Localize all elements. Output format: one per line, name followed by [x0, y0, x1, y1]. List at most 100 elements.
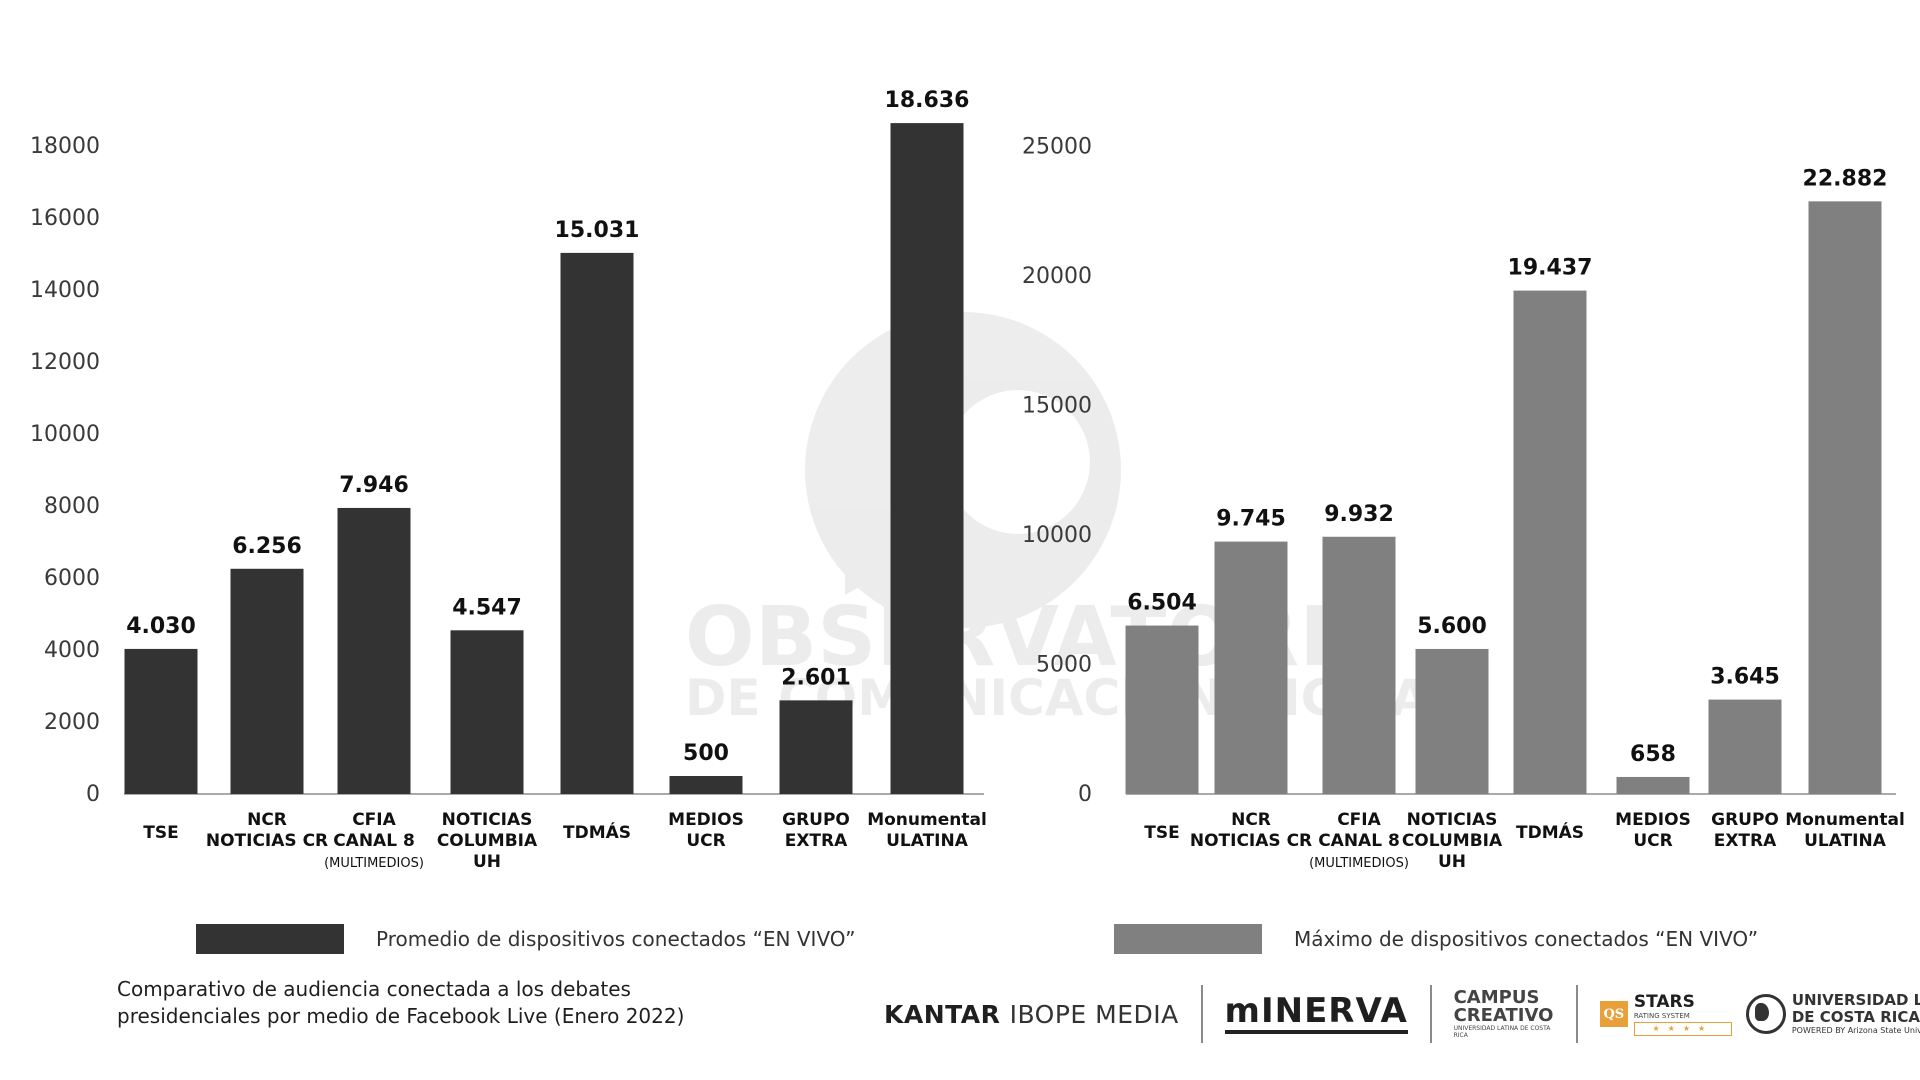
ulatina-powered-by: POWERED BY Arizona State University	[1791, 1026, 1920, 1035]
category-label: NOTICIAS CR	[206, 831, 328, 851]
category-label: UCR	[686, 831, 725, 851]
y-tick-label: 10000	[30, 422, 100, 447]
watermark-eye	[946, 390, 1090, 534]
chart-caption: Comparativo de audiencia conectada a los…	[117, 976, 684, 1030]
legend-maximum: Máximo de dispositivos conectados “EN VI…	[1114, 924, 1758, 954]
category-label: CANAL 8	[333, 831, 415, 851]
ibope-media-text: IBOPE MEDIA	[1009, 999, 1179, 1029]
bar-value-label: 15.031	[555, 218, 640, 243]
bar	[779, 700, 853, 794]
stars-text: STARS	[1633, 992, 1695, 1012]
creativo-text: CREATIVO	[1453, 1005, 1554, 1026]
legend-average: Promedio de dispositivos conectados “EN …	[196, 924, 856, 954]
bar-value-label: 6.504	[1127, 591, 1197, 616]
bar-value-label: 658	[1630, 742, 1676, 767]
kantar-text: KANTAR	[884, 999, 1001, 1029]
ulatina-line-2: DE COSTA RICA	[1791, 1008, 1920, 1026]
category-label: COLUMBIA	[437, 831, 538, 851]
y-tick-label: 6000	[44, 566, 100, 591]
category-label: UH	[473, 852, 501, 872]
ulatina-logo: UNIVERSIDAD LATINA DE COSTA RICA POWERED…	[1745, 992, 1920, 1036]
bar	[1616, 776, 1690, 794]
bar	[1415, 648, 1489, 794]
kantar-ibope-logo: KANTAR IBOPE MEDIA	[884, 1000, 1179, 1029]
qs-badge-icon: QS	[1599, 1001, 1628, 1027]
bar	[890, 123, 964, 794]
category-label: TDMÁS	[1516, 821, 1584, 843]
bar-value-label: 3.645	[1710, 665, 1780, 690]
bar-value-label: 4.030	[126, 614, 196, 639]
bar	[450, 630, 524, 794]
category-label: MEDIOS	[1615, 810, 1691, 830]
bar	[124, 648, 198, 794]
bar	[1808, 201, 1882, 794]
category-label: NCR	[1231, 810, 1271, 830]
legend-average-label: Promedio de dispositivos conectados “EN …	[376, 927, 856, 951]
category-label: CANAL 8	[1318, 831, 1400, 851]
globe-icon	[1745, 994, 1786, 1034]
category-sublabel: (MULTIMEDIOS)	[324, 856, 424, 871]
caption-line-2: presidenciales por medio de Facebook Liv…	[117, 1004, 685, 1028]
bar	[1708, 699, 1782, 794]
y-tick-label: 8000	[44, 494, 100, 519]
bar	[1125, 625, 1199, 794]
y-tick-label: 4000	[44, 638, 100, 663]
category-label: NOTICIAS CR	[1190, 831, 1312, 851]
category-label: ULATINA	[1804, 831, 1887, 851]
category-label: NCR	[247, 810, 287, 830]
y-tick-label: 0	[86, 782, 100, 807]
campus-creativo-logo: CAMPUS CREATIVO UNIVERSIDAD LATINA DE CO…	[1453, 987, 1554, 1040]
y-tick-label: 12000	[30, 350, 100, 375]
bar-value-label: 9.745	[1216, 507, 1286, 532]
category-label: MEDIOS	[668, 810, 744, 830]
logo-divider	[1576, 985, 1578, 1043]
bar	[1214, 541, 1288, 794]
bar-value-label: 18.636	[885, 88, 970, 113]
y-tick-label: 18000	[30, 134, 100, 159]
stars-subtext: RATING SYSTEM	[1633, 1012, 1690, 1020]
category-sublabel: (MULTIMEDIOS)	[1309, 856, 1409, 871]
category-label: EXTRA	[785, 831, 848, 851]
stars-rating-icon: ★★★★	[1633, 1022, 1732, 1036]
y-tick-label: 5000	[1036, 653, 1092, 678]
legend-maximum-label: Máximo de dispositivos conectados “EN VI…	[1294, 927, 1759, 951]
bar-value-label: 19.437	[1508, 256, 1593, 281]
logo-divider	[1429, 985, 1432, 1043]
category-label: TSE	[143, 823, 178, 843]
bar	[1513, 290, 1587, 794]
category-label: GRUPO	[1711, 810, 1779, 830]
y-tick-label: 16000	[30, 206, 100, 231]
category-label: GRUPO	[782, 810, 850, 830]
watermark-tail	[845, 560, 890, 595]
bar-value-label: 2.601	[781, 665, 851, 690]
y-tick-label: 10000	[1022, 523, 1092, 548]
logo-divider	[1200, 985, 1203, 1043]
y-tick-label: 25000	[1022, 135, 1092, 160]
bar-value-label: 9.932	[1324, 502, 1394, 527]
category-label: NOTICIAS	[1407, 810, 1498, 830]
category-label: CFIA	[352, 810, 396, 830]
category-label: UCR	[1633, 831, 1672, 851]
right-bar-chart: 0 5000 10000 15000 20000 25000 6.504 TSE 9.745 NC…	[1022, 135, 1905, 873]
category-label: Monumental	[867, 810, 987, 830]
legend-maximum-swatch	[1114, 924, 1262, 954]
category-label: UH	[1438, 852, 1466, 872]
bar	[230, 568, 304, 794]
campus-text: CAMPUS	[1453, 987, 1540, 1008]
bar	[1322, 536, 1396, 794]
category-label: TSE	[1144, 823, 1179, 843]
campus-subtext: UNIVERSIDAD LATINA DE COSTA RICA	[1453, 1025, 1551, 1039]
qs-stars-logo: QS STARS RATING SYSTEM ★★★★	[1599, 992, 1732, 1036]
sponsor-logos: KANTAR IBOPE MEDIA mINERVA CAMPUS CREATI…	[884, 982, 1920, 1046]
bar	[560, 252, 634, 794]
category-label: TDMÁS	[563, 821, 631, 843]
legend-average-swatch	[196, 924, 344, 954]
bar-value-label: 7.946	[339, 473, 409, 498]
minerva-logo: mINERVA	[1224, 994, 1408, 1034]
caption-line-1: Comparativo de audiencia conectada a los…	[117, 977, 631, 1001]
category-label: COLUMBIA	[1402, 831, 1503, 851]
y-tick-label: 0	[1078, 782, 1092, 807]
y-tick-label: 14000	[30, 278, 100, 303]
bar-value-label: 500	[683, 741, 729, 766]
